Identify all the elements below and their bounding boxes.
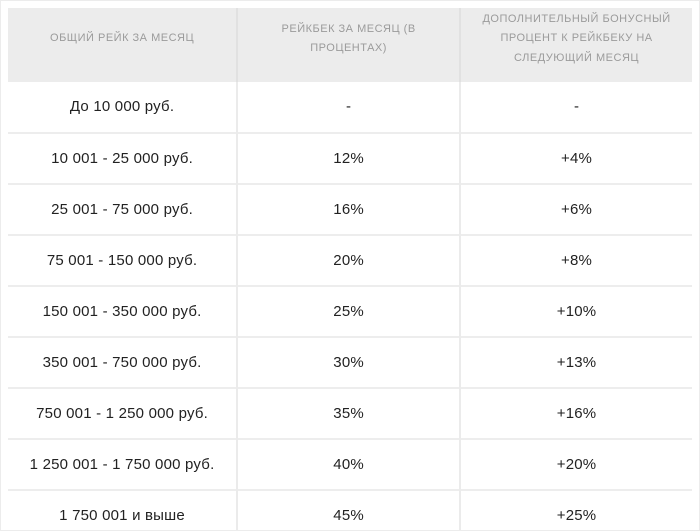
rakeback-cell: - (236, 81, 461, 133)
bonus-cell: +13% (459, 335, 692, 388)
rake-range-cell: До 10 000 руб. (8, 81, 238, 133)
bonus-cell: +20% (459, 437, 692, 490)
rake-range-cell: 1 250 001 - 1 750 000 руб. (8, 437, 238, 490)
table-header-row: ОБЩИЙ РЕЙК ЗА МЕСЯЦ РЕЙКБЕК ЗА МЕСЯЦ (В … (8, 8, 692, 82)
rakeback-cell: 45% (236, 488, 461, 530)
bonus-cell: +16% (459, 386, 692, 439)
bonus-cell: +8% (459, 233, 692, 286)
bonus-cell: +4% (459, 131, 692, 184)
bonus-cell: +6% (459, 182, 692, 235)
rakeback-cell: 35% (236, 386, 461, 439)
table-row: 75 001 - 150 000 руб. 20% +8% (8, 233, 692, 286)
rakeback-cell: 40% (236, 437, 461, 490)
rake-range-cell: 1 750 001 и выше (8, 488, 238, 530)
rake-range-cell: 350 001 - 750 000 руб. (8, 335, 238, 388)
rakeback-cell: 20% (236, 233, 461, 286)
table-row: 10 001 - 25 000 руб. 12% +4% (8, 131, 692, 184)
table-row: 1 750 001 и выше 45% +25% (8, 488, 692, 530)
rake-range-cell: 25 001 - 75 000 руб. (8, 182, 238, 235)
column-header-total-rake: ОБЩИЙ РЕЙК ЗА МЕСЯЦ (8, 8, 238, 82)
table-row: 150 001 - 350 000 руб. 25% +10% (8, 284, 692, 337)
rakeback-cell: 30% (236, 335, 461, 388)
rake-range-cell: 10 001 - 25 000 руб. (8, 131, 238, 184)
rake-range-cell: 75 001 - 150 000 руб. (8, 233, 238, 286)
rakeback-table: ОБЩИЙ РЕЙК ЗА МЕСЯЦ РЕЙКБЕК ЗА МЕСЯЦ (В … (8, 8, 692, 530)
column-header-bonus-percent: ДОПОЛНИТЕЛЬНЫЙ БОНУСНЫЙ ПРОЦЕНТ К РЕЙКБЕ… (459, 8, 692, 82)
table-row: 25 001 - 75 000 руб. 16% +6% (8, 182, 692, 235)
rake-range-cell: 750 001 - 1 250 000 руб. (8, 386, 238, 439)
rake-range-cell: 150 001 - 350 000 руб. (8, 284, 238, 337)
table-row: До 10 000 руб. - - (8, 81, 692, 133)
rakeback-cell: 16% (236, 182, 461, 235)
bonus-cell: - (459, 81, 692, 133)
table-row: 750 001 - 1 250 000 руб. 35% +16% (8, 386, 692, 439)
bonus-cell: +25% (459, 488, 692, 530)
bonus-cell: +10% (459, 284, 692, 337)
table-row: 350 001 - 750 000 руб. 30% +13% (8, 335, 692, 388)
rakeback-cell: 12% (236, 131, 461, 184)
rakeback-cell: 25% (236, 284, 461, 337)
column-header-rakeback: РЕЙКБЕК ЗА МЕСЯЦ (В ПРОЦЕНТАХ) (236, 8, 461, 82)
table-row: 1 250 001 - 1 750 000 руб. 40% +20% (8, 437, 692, 490)
